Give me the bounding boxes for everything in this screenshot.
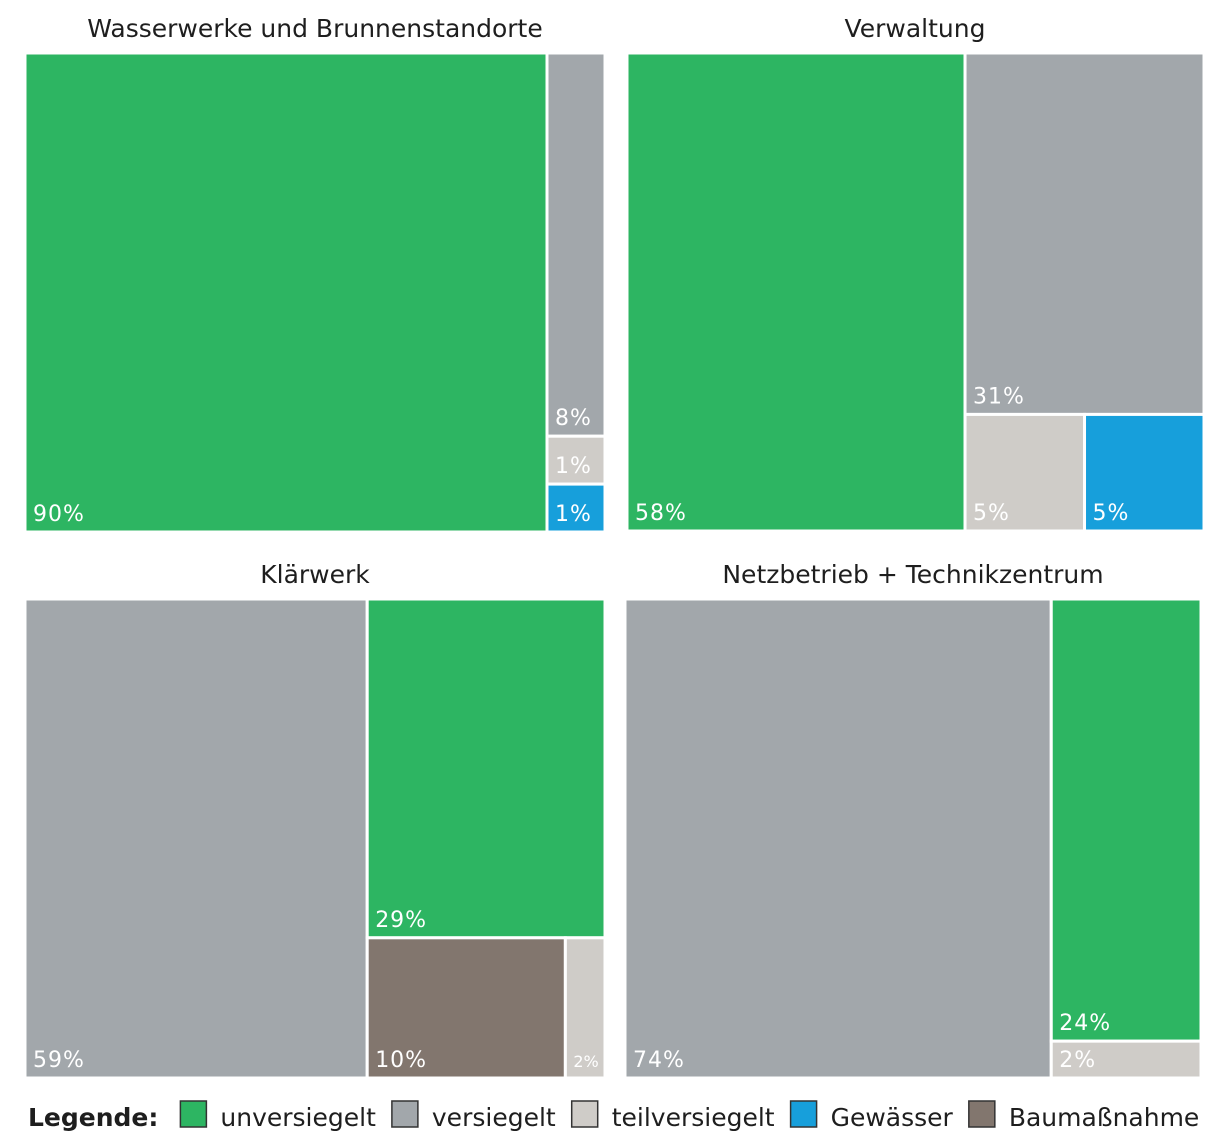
cell-label: 24% <box>1059 1011 1111 1036</box>
legend-swatch <box>570 1100 599 1128</box>
chart-title: Netzbetrieb + Technikzentrum <box>722 560 1103 589</box>
chart-title: Verwaltung <box>845 14 986 43</box>
chart-title: Klärwerk <box>260 560 370 589</box>
legend-swatch <box>391 1100 419 1128</box>
treemap-cell <box>563 936 607 1080</box>
treemap-cell <box>1049 1039 1203 1080</box>
treemap-cell <box>1049 597 1203 1043</box>
cell-label: 1% <box>555 502 592 527</box>
chart-title: Wasserwerke und Brunnenstandorte <box>87 14 542 43</box>
legend-label: Gewässer <box>831 1103 954 1132</box>
treemap-cell <box>625 51 967 533</box>
legend-swatch <box>179 1100 208 1128</box>
cell-label: 90% <box>33 502 85 527</box>
treemap-cell <box>23 51 549 534</box>
cell-label: 10% <box>375 1048 427 1073</box>
cell-label: 31% <box>973 384 1025 409</box>
treemap-cell <box>365 936 567 1080</box>
treemap-cell <box>623 597 1053 1080</box>
cell-label: 1% <box>555 454 592 479</box>
treemap-cell <box>23 597 369 1080</box>
legend-label: Baumaßnahme <box>1009 1103 1199 1132</box>
cell-label: 59% <box>33 1048 85 1073</box>
legend-label: teilversiegelt <box>612 1103 775 1132</box>
legend-title: Legende: <box>28 1103 158 1132</box>
cell-label: 29% <box>375 908 427 933</box>
legend-label: unversiegelt <box>220 1103 376 1132</box>
cell-label: 8% <box>555 406 592 431</box>
cell-label: 2% <box>573 1052 598 1071</box>
cell-label: 58% <box>635 501 687 526</box>
cell-label: 74% <box>633 1048 685 1073</box>
treemap-cell <box>963 412 1087 533</box>
cell-label: 5% <box>1093 501 1130 526</box>
cell-label: 2% <box>1059 1048 1096 1073</box>
legend-label: versiegelt <box>432 1103 556 1132</box>
cell-label: 5% <box>973 501 1010 526</box>
legend-swatch <box>789 1100 818 1128</box>
treemap-cell <box>545 482 607 534</box>
treemap-cell <box>1083 412 1206 533</box>
legend-swatch <box>968 1100 996 1128</box>
treemap-cell <box>545 51 607 438</box>
treemap-cell <box>963 51 1206 416</box>
treemap-cell <box>365 597 607 940</box>
